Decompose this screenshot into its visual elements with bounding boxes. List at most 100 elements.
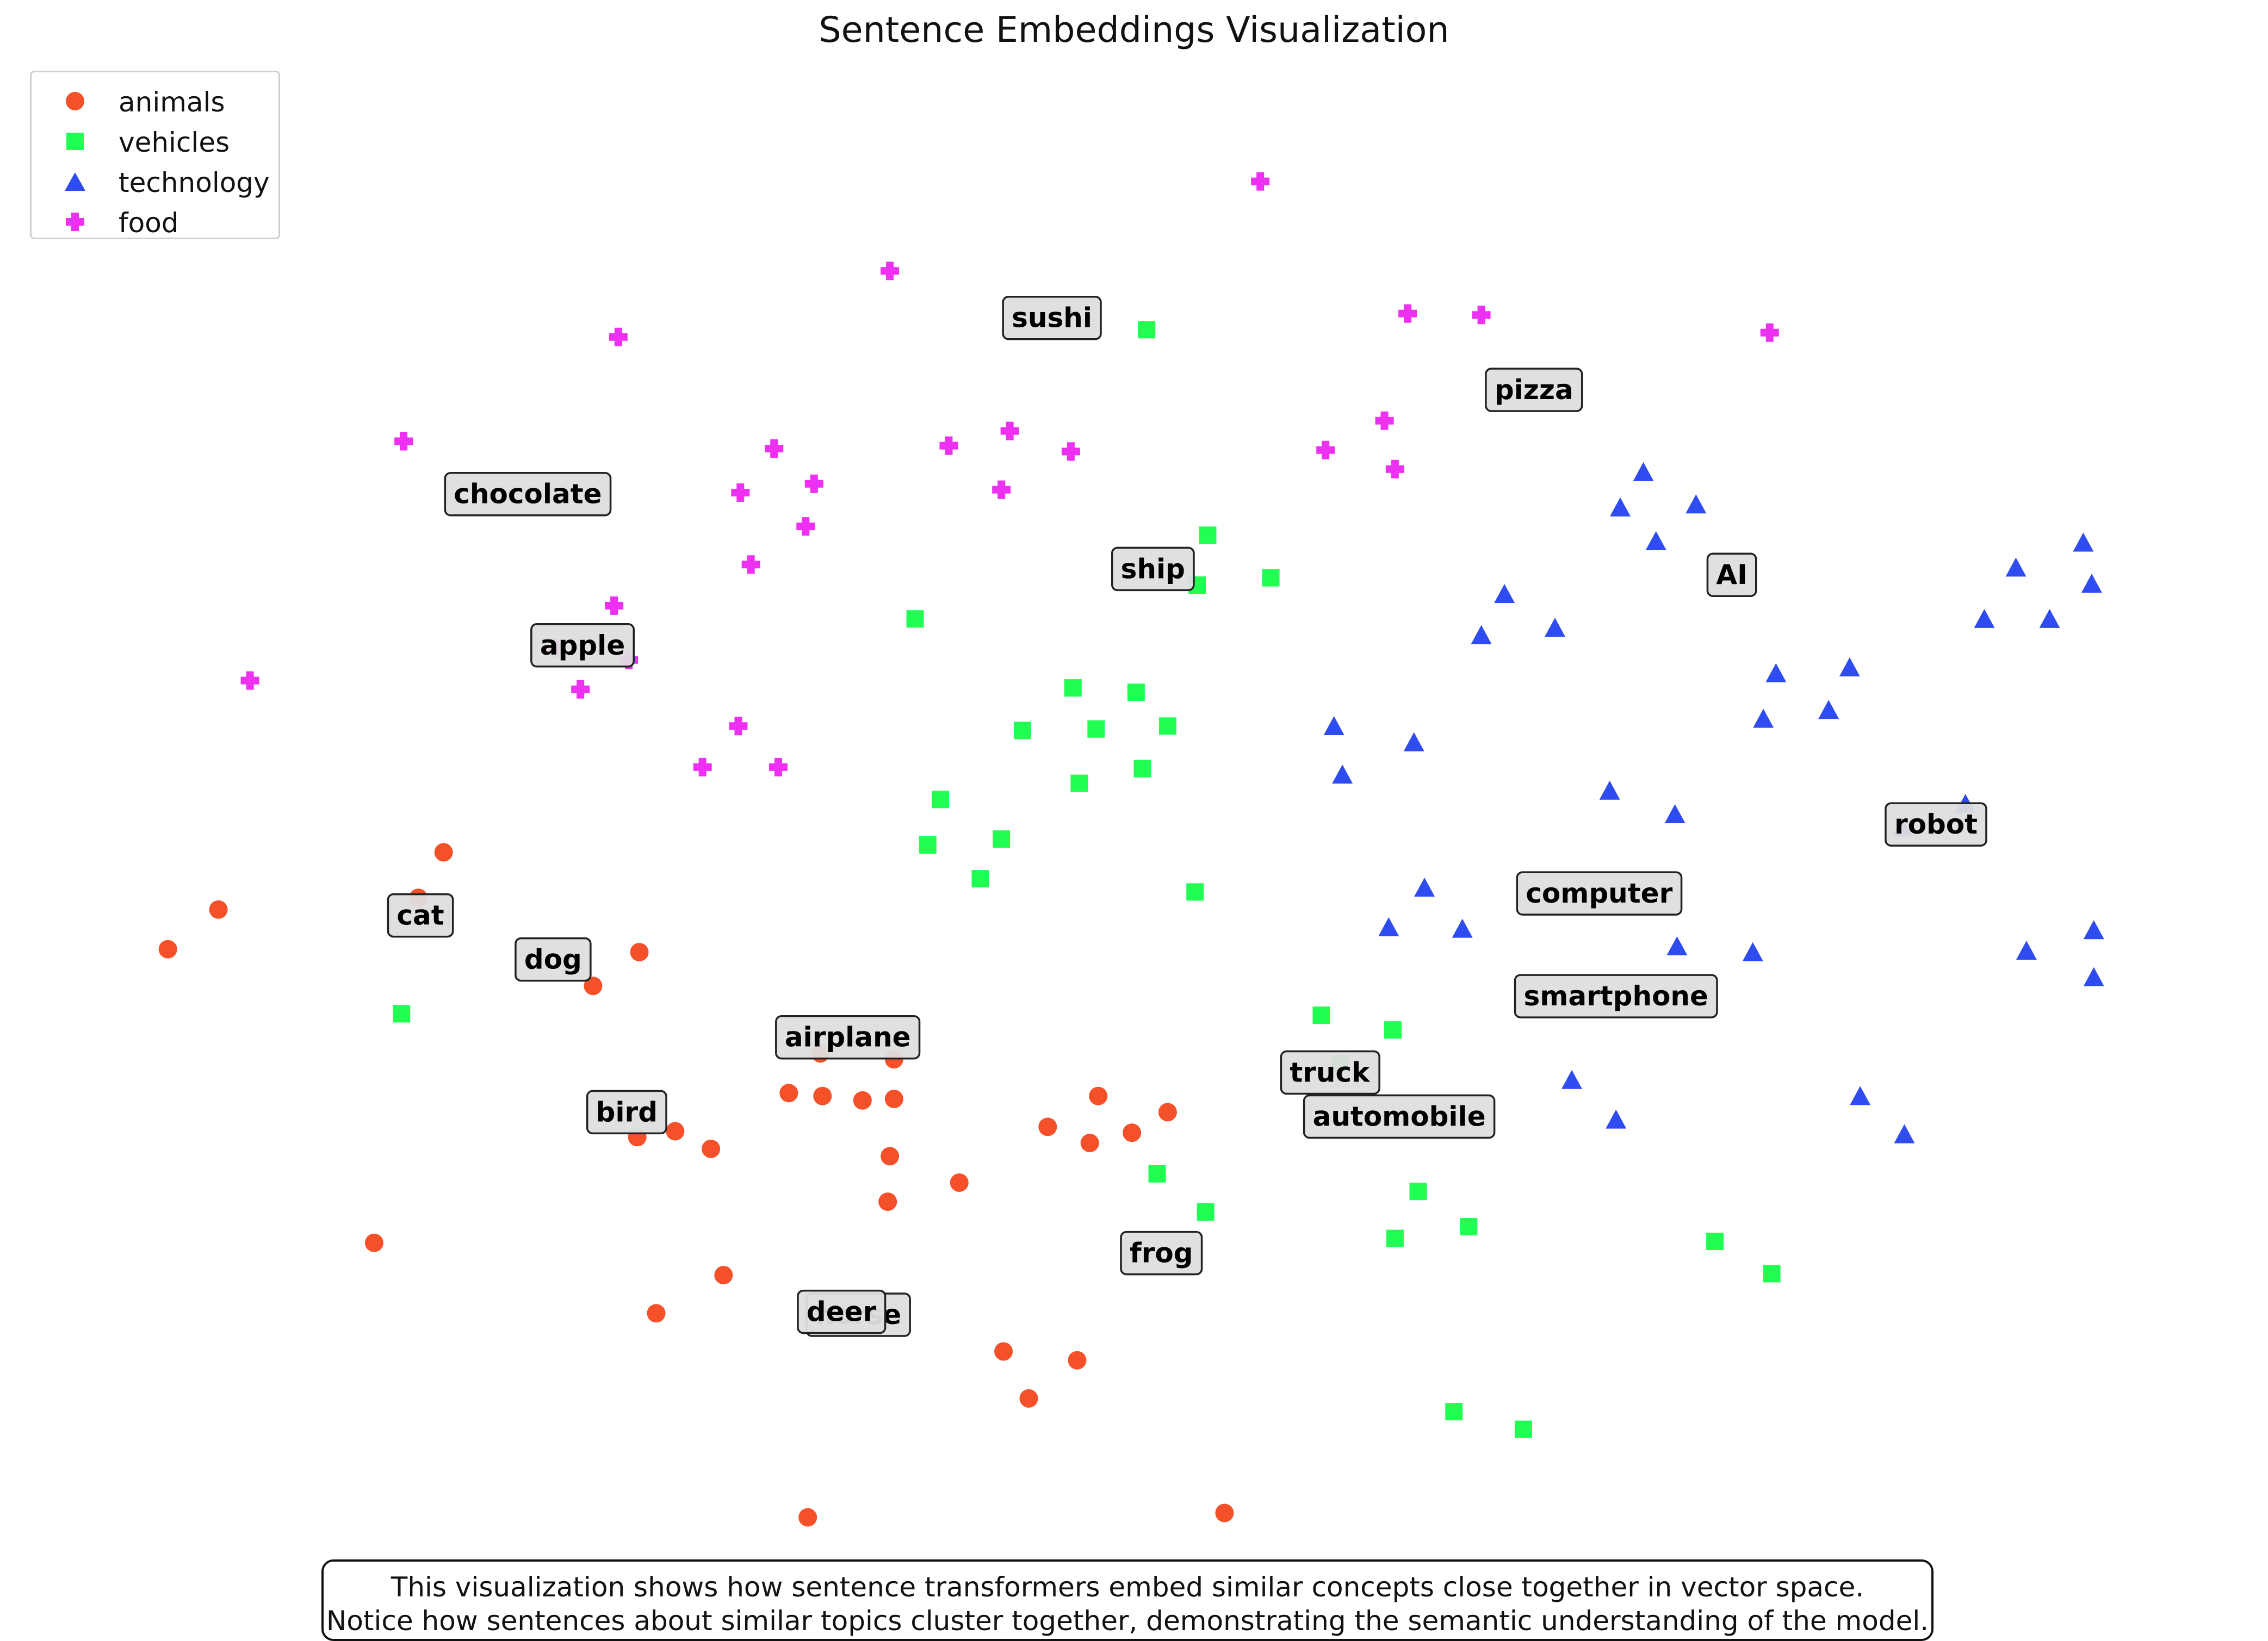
legend-item-animals: animals [32,81,278,121]
annotation-label: deer [807,1296,877,1328]
caption-line: This visualization shows how sentence tr… [391,1571,1864,1603]
annotation-box [797,1289,887,1334]
annotation-label: automobile [1313,1101,1486,1133]
annotation-label: cat [396,900,444,931]
annotation-dog: dog [515,937,592,982]
point-technology-3 [1645,531,1666,550]
point-food-12 [731,483,750,502]
point-food-5 [1760,323,1779,342]
point-animals-13 [1038,1117,1057,1136]
chart-title: Sentence Embeddings Visualization [819,10,1449,51]
point-food-6 [765,439,784,458]
point-vehicles-10 [1133,760,1151,778]
annotation-box [1303,1094,1496,1139]
point-technology-18 [1332,764,1353,784]
annotation-box [1485,368,1583,412]
point-food-24 [729,717,748,736]
annotation-box [1280,1050,1380,1095]
caption-line: Notice how sentences about similar topic… [326,1605,1929,1637]
point-animals-17 [666,1122,685,1141]
annotation-smartphone: smartphone [1514,974,1718,1018]
point-vehicles-22 [1197,1203,1214,1221]
annotation-label: apple [540,630,625,661]
point-vehicles-27 [1763,1265,1781,1283]
point-technology-12 [1765,663,1787,682]
annotation-label: bird [596,1096,658,1128]
point-food-23 [240,671,259,690]
point-vehicles-17 [393,1005,411,1023]
point-animals-26 [994,1342,1013,1361]
legend-item-food: food [32,202,278,242]
annotation-box [530,623,635,668]
annotation-label: airplane [785,1022,911,1053]
point-food-4 [1472,306,1491,325]
point-vehicles-7 [1013,722,1031,739]
point-animals-15 [1123,1123,1142,1142]
point-food-25 [693,757,712,776]
point-technology-28 [2016,941,2037,960]
point-technology-20 [1664,804,1685,823]
annotation-box [515,937,592,982]
point-animals-22 [878,1192,897,1211]
annotation-box [1885,802,1987,847]
point-vehicles-5 [1064,679,1082,697]
point-food-10 [1061,442,1080,461]
annotation-box [586,1090,667,1135]
point-technology-19 [1599,780,1620,800]
point-technology-8 [2005,557,2027,577]
legend-label: food [119,207,179,239]
point-food-11 [804,474,823,493]
annotation-automobile: automobile [1303,1094,1496,1139]
legend: animals vehicles technology food [30,71,280,239]
annotation-deer: deer [797,1289,887,1334]
point-vehicles-29 [1514,1420,1532,1438]
point-vehicles-12 [931,791,949,809]
point-animals-29 [798,1508,817,1527]
point-food-16 [1385,459,1404,478]
point-food-13 [992,480,1011,499]
point-animals-16 [1080,1134,1099,1153]
point-vehicles-2 [1262,569,1280,587]
annotation-box [1002,295,1102,340]
annotation-frog: frog [1120,1230,1203,1276]
annotation-airplane: airplane [775,1015,921,1060]
annotation-sushi: sushi [1002,295,1102,340]
point-food-15 [1375,411,1394,430]
point-food-18 [741,555,760,574]
annotation-label: chocolate [454,478,602,510]
point-animals-19 [702,1139,721,1158]
point-technology-30 [2083,967,2104,986]
point-vehicles-9 [1158,717,1176,735]
point-animals-28 [1019,1389,1038,1408]
point-vehicles-18 [1312,1006,1330,1024]
point-food-3 [1398,304,1417,323]
annotation-truck: truck [1280,1050,1380,1095]
point-vehicles-26 [1706,1233,1724,1250]
point-vehicles-25 [1386,1229,1404,1247]
point-animals-3 [158,940,177,959]
point-vehicles-4 [906,610,924,628]
legend-label: vehicles [119,127,230,158]
point-technology-16 [1323,716,1344,735]
point-technology-33 [1850,1086,1871,1105]
point-animals-8 [779,1084,798,1103]
point-vehicles-21 [1148,1165,1166,1183]
point-animals-4 [630,943,649,962]
point-technology-31 [1561,1070,1582,1089]
point-technology-2 [1685,494,1707,514]
point-food-22 [571,680,590,699]
point-vehicles-19 [1384,1021,1402,1039]
point-technology-10 [1974,608,1995,628]
annotation-label: frog [1130,1238,1193,1269]
point-technology-23 [1414,878,1435,897]
annotation-box [1516,871,1683,916]
point-vehicles-16 [1186,883,1204,901]
point-vehicles-13 [993,830,1011,848]
annotation-label: pizza [1495,374,1573,406]
point-animals-30 [1215,1503,1234,1522]
point-food-17 [796,517,815,536]
point-animals-20 [881,1147,900,1166]
point-vehicles-28 [1445,1403,1463,1421]
caption-box: This visualization shows how sentence tr… [321,1559,1934,1641]
